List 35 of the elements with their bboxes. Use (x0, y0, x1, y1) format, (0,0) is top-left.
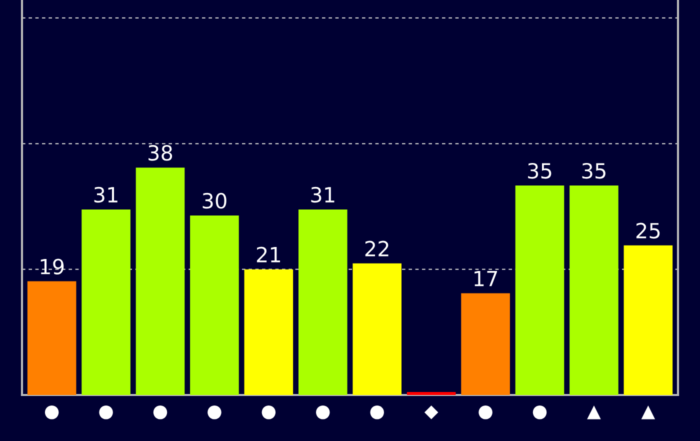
data-label: 38 (148, 145, 172, 161)
x-tick-label: ▲ (641, 405, 656, 420)
data-label: 21 (256, 246, 280, 262)
x-tick-label: ● (262, 405, 276, 420)
bar (82, 209, 130, 395)
x-tick-label: ▲ (587, 405, 601, 420)
data-label: 19 (40, 258, 64, 274)
data-label: 35 (582, 162, 606, 179)
bar (298, 209, 348, 395)
bar (136, 168, 185, 395)
x-tick-label: ◆ (424, 405, 438, 420)
bar (461, 293, 510, 395)
bar (352, 263, 402, 395)
data-label: 22 (365, 240, 388, 256)
x-tick-label: ● (370, 405, 384, 420)
bar (190, 215, 239, 395)
x-tick-label: ● (532, 405, 547, 420)
bar (515, 186, 564, 395)
data-label: 35 (528, 162, 552, 179)
x-tick-label: ● (478, 405, 492, 420)
data-label: 17 (474, 270, 498, 286)
x-tick-label: ● (99, 405, 113, 420)
x-tick-label: ● (44, 405, 59, 420)
bar (244, 269, 294, 395)
data-label: 25 (636, 222, 660, 239)
x-tick-label: ● (153, 405, 168, 420)
x-tick-label: ● (316, 405, 330, 420)
bar (406, 392, 456, 395)
bar (27, 281, 76, 395)
bar (624, 245, 673, 395)
x-tick-label: ● (208, 405, 222, 420)
data-label: 31 (94, 186, 118, 203)
data-label: 30 (202, 192, 226, 209)
data-label: 31 (311, 186, 334, 203)
bar (570, 186, 618, 395)
